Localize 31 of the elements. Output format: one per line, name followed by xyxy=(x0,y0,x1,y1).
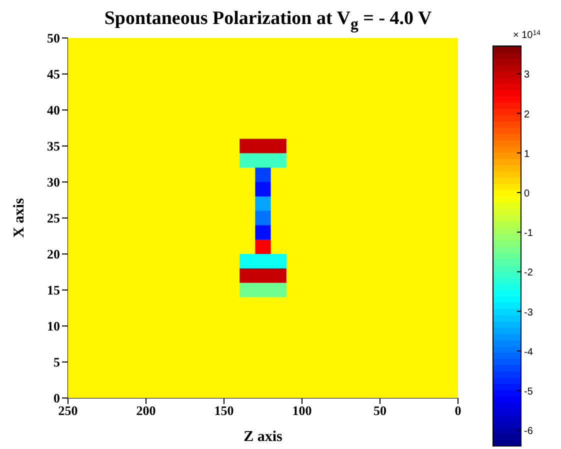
y-tick-label: 45 xyxy=(47,66,60,82)
y-tick-label: 10 xyxy=(47,318,60,334)
color-bar-label: 1 xyxy=(524,148,530,160)
color-bar-label: 3 xyxy=(524,70,530,81)
y-tick-label: 0 xyxy=(54,390,60,406)
x-tick-label: 0 xyxy=(454,403,462,418)
y-tick-label: 30 xyxy=(47,174,60,190)
x-tick-label: 150 xyxy=(214,403,234,418)
x-tick-label: 100 xyxy=(292,403,312,418)
y-tick-label: 25 xyxy=(47,210,60,226)
color-bar-label: -1 xyxy=(524,228,534,240)
color-bar-label: -4 xyxy=(524,346,534,358)
y-tick-label: 15 xyxy=(47,282,60,298)
color-bar-label: 0 xyxy=(524,188,530,200)
x-tick-label: 200 xyxy=(136,403,156,418)
y-tick-label: 40 xyxy=(47,102,60,118)
color-bar-label: -2 xyxy=(524,268,534,279)
x-tick-label: 50 xyxy=(374,403,386,418)
color-bar-label: -5 xyxy=(524,386,534,398)
color-bar-label: -3 xyxy=(524,307,534,318)
y-tick-label: 50 xyxy=(47,30,60,46)
y-tick-label: 5 xyxy=(54,354,60,370)
chart-title: Spontaneous Polarization at V$_{g}$ = - 4.0 V xyxy=(103,8,433,34)
y-tick-label: 20 xyxy=(47,246,60,262)
y-tick-label: 35 xyxy=(47,138,60,154)
x-tick-label: 250 xyxy=(58,403,78,418)
y-axis-title: X axis xyxy=(11,198,28,238)
color-bar-label: -6 xyxy=(524,426,534,438)
color-bar-label: 2 xyxy=(524,109,530,120)
x-axis-title: Z axis xyxy=(244,429,283,445)
color-bar-title: × 10$^{14}$ xyxy=(513,30,541,41)
